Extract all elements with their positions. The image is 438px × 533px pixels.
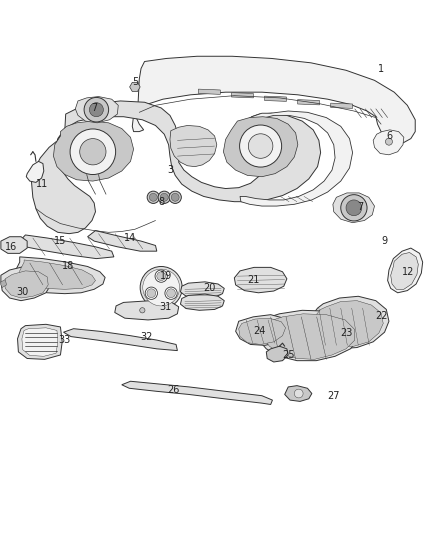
Polygon shape [180,282,224,298]
Polygon shape [64,329,177,351]
Polygon shape [297,100,320,105]
Text: 16: 16 [5,242,17,252]
Polygon shape [170,125,217,167]
Polygon shape [265,96,286,101]
Circle shape [89,103,103,117]
Polygon shape [130,83,140,92]
Text: 33: 33 [59,335,71,345]
Text: 7: 7 [91,103,97,113]
Polygon shape [307,296,389,349]
Polygon shape [255,310,359,361]
Circle shape [160,193,168,201]
Polygon shape [18,324,62,359]
Text: 30: 30 [17,287,29,297]
Text: 23: 23 [341,328,353,338]
Circle shape [240,125,282,167]
Circle shape [147,191,159,204]
Polygon shape [1,280,7,287]
Circle shape [341,195,367,221]
Text: 9: 9 [381,236,388,246]
Circle shape [70,129,116,174]
Circle shape [140,308,145,313]
Text: 5: 5 [133,77,139,87]
Circle shape [157,272,166,280]
Polygon shape [18,260,95,289]
Polygon shape [198,89,220,94]
Circle shape [149,193,157,201]
Circle shape [80,139,106,165]
Text: 27: 27 [328,391,340,401]
Polygon shape [53,121,134,181]
Circle shape [167,289,176,297]
Polygon shape [14,257,105,294]
Polygon shape [373,130,404,155]
Polygon shape [285,386,312,401]
Polygon shape [331,103,353,108]
Text: 8: 8 [158,197,164,207]
Circle shape [140,266,182,309]
Text: 14: 14 [124,233,137,243]
Circle shape [169,191,181,204]
Polygon shape [333,193,374,223]
Circle shape [155,270,167,282]
Text: 20: 20 [203,282,215,293]
Polygon shape [259,314,355,359]
Polygon shape [132,56,415,143]
Text: 15: 15 [54,236,67,246]
Polygon shape [231,93,253,98]
Polygon shape [239,318,286,344]
Polygon shape [266,346,288,362]
Text: 11: 11 [35,179,48,189]
Text: 18: 18 [62,261,74,271]
Text: 3: 3 [168,165,174,175]
Polygon shape [1,237,27,253]
Circle shape [145,287,157,300]
Circle shape [346,200,362,216]
Text: 25: 25 [282,350,294,360]
Polygon shape [26,161,44,182]
Circle shape [294,389,303,398]
Polygon shape [311,301,383,348]
Polygon shape [18,235,114,259]
Polygon shape [223,117,298,177]
Circle shape [147,289,155,297]
Text: 12: 12 [402,266,414,277]
Polygon shape [22,328,58,356]
Circle shape [171,193,179,201]
Text: 21: 21 [247,274,259,285]
Circle shape [84,98,109,122]
Text: 32: 32 [141,332,153,342]
Circle shape [385,138,392,145]
Text: 22: 22 [376,311,388,320]
Text: 24: 24 [253,326,265,336]
Text: 19: 19 [160,271,173,281]
Polygon shape [75,96,118,123]
Polygon shape [391,253,418,289]
Circle shape [165,287,177,300]
Text: 26: 26 [167,385,179,395]
Polygon shape [180,294,224,310]
Text: 6: 6 [387,131,393,141]
Polygon shape [240,111,353,206]
Polygon shape [122,381,272,405]
Polygon shape [88,231,157,251]
Polygon shape [234,268,287,293]
Polygon shape [115,301,179,320]
Polygon shape [236,314,290,345]
Polygon shape [388,248,423,293]
Circle shape [143,269,180,306]
Text: 1: 1 [378,63,384,74]
Text: 7: 7 [357,203,363,212]
Text: 31: 31 [159,302,172,312]
Polygon shape [4,271,48,298]
Polygon shape [1,266,52,301]
Circle shape [248,134,273,158]
Polygon shape [32,101,321,233]
Circle shape [158,191,170,204]
